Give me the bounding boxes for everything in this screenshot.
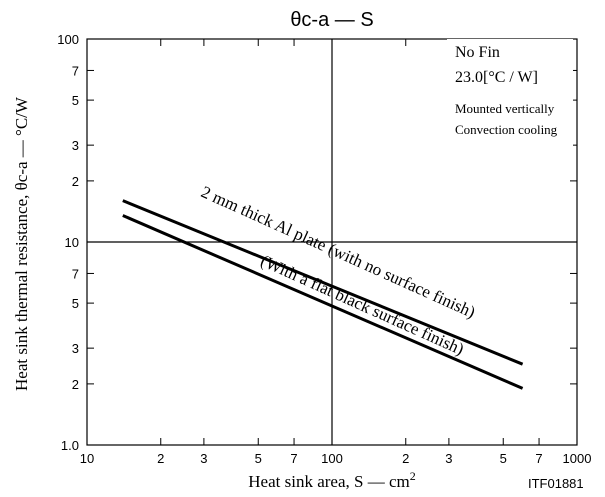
y-tick-label: 2 <box>72 174 79 189</box>
chart-title: θc-a — S <box>290 9 373 31</box>
series-line-1 <box>122 214 524 390</box>
x-tick-label: 7 <box>535 451 542 466</box>
y-tick-label: 5 <box>72 296 79 311</box>
x-tick-label: 3 <box>200 451 207 466</box>
x-tick-label: 10 <box>80 451 94 466</box>
y-tick-label: 7 <box>72 63 79 78</box>
x-tick-label: 2 <box>157 451 164 466</box>
x-tick-label: 5 <box>255 451 262 466</box>
y-tick-label: 7 <box>72 266 79 281</box>
y-tick-label: 5 <box>72 93 79 108</box>
info-box-mounting: Mounted vertically <box>455 101 555 116</box>
x-tick-label: 5 <box>500 451 507 466</box>
info-box <box>447 39 573 149</box>
y-tick-label: 2 <box>72 377 79 392</box>
x-tick-label: 3 <box>445 451 452 466</box>
y-tick-label: 100 <box>57 32 79 47</box>
y-tick-label: 1.0 <box>61 438 79 453</box>
y-tick-label: 3 <box>72 341 79 356</box>
x-tick-label: 7 <box>290 451 297 466</box>
series-line-0 <box>122 199 524 366</box>
y-axis-label: Heat sink thermal resistance, θc-a — °C/… <box>12 96 31 391</box>
x-tick-label: 1000 <box>563 451 592 466</box>
info-box-cooling: Convection cooling <box>455 122 558 137</box>
info-box-title: No Fin <box>455 44 500 61</box>
info-box-value: 23.0[°C / W] <box>455 69 538 86</box>
figure-code: ITF01881 <box>528 476 584 491</box>
y-tick-label: 10 <box>65 235 79 250</box>
x-tick-label: 100 <box>321 451 343 466</box>
x-tick-label: 2 <box>402 451 409 466</box>
y-tick-label: 3 <box>72 138 79 153</box>
series-layer <box>122 199 524 390</box>
x-axis-label: Heat sink area, S — cm2 <box>248 469 415 491</box>
